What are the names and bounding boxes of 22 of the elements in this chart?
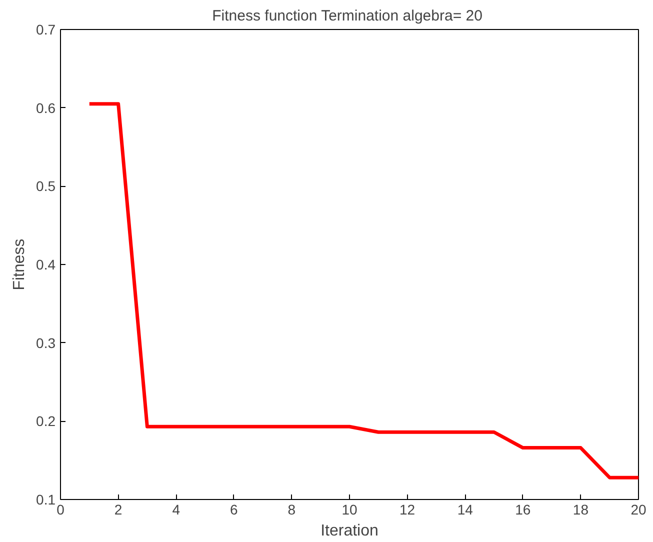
y-tick-label: 0.5 bbox=[36, 178, 56, 194]
x-tick-label: 18 bbox=[572, 502, 589, 518]
x-tick-label: 20 bbox=[630, 502, 646, 518]
x-tick-label: 6 bbox=[230, 502, 238, 518]
x-tick-label: 8 bbox=[288, 502, 296, 518]
x-axis-title: Iteration bbox=[320, 522, 378, 540]
x-tick-label: 10 bbox=[342, 502, 358, 518]
x-tick-label: 4 bbox=[172, 502, 180, 518]
y-tick-label: 0.1 bbox=[36, 492, 56, 508]
x-tick-label: 0 bbox=[56, 502, 65, 518]
y-tick-label: 0.4 bbox=[36, 256, 56, 272]
x-tick-label: 12 bbox=[400, 502, 416, 518]
chart-title: Fitness function Termination algebra= 20 bbox=[212, 8, 482, 24]
x-tick-label: 14 bbox=[457, 502, 474, 518]
y-tick-label: 0.6 bbox=[36, 100, 56, 116]
y-axis-title: Fitness bbox=[11, 238, 28, 290]
x-tick-label: 16 bbox=[515, 502, 531, 518]
y-tick-label: 0.2 bbox=[36, 413, 56, 430]
y-tick-label: 0.3 bbox=[36, 334, 56, 351]
line-series bbox=[88, 102, 638, 480]
y-tick-label: 0.7 bbox=[36, 22, 56, 38]
x-tick-label: 2 bbox=[114, 502, 122, 518]
